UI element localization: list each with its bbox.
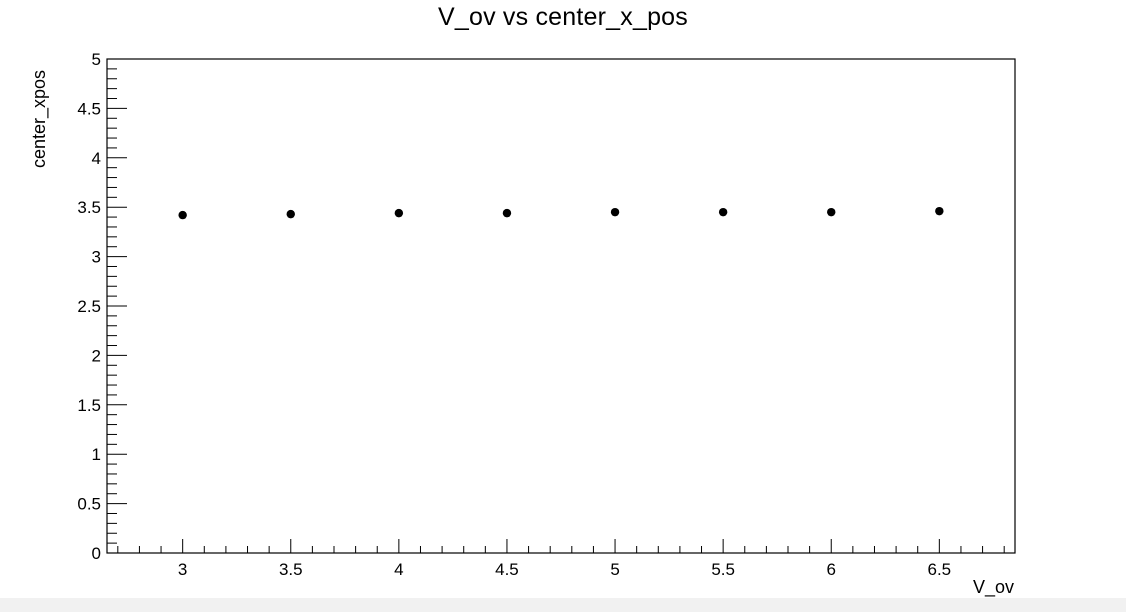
x-tick-label: 3 [178,560,187,579]
y-tick-label: 4 [92,149,101,168]
x-tick-label: 4 [394,560,403,579]
x-tick-label: 6.5 [928,560,952,579]
y-tick-label: 2 [92,346,101,365]
y-axis: 0 0.5 1 1.5 2 2.5 3 3.5 4 4.5 5 [77,50,127,563]
x-tick-label: 5.5 [711,560,735,579]
canvas-bottom-band [0,598,1126,612]
x-tick-label: 6 [827,560,836,579]
y-tick-label: 5 [92,50,101,69]
plot-frame [106,58,1016,554]
x-tick-label: 3.5 [279,560,303,579]
data-point: 3.5, 3.43 [286,209,295,219]
data-point: 6.5, 3.46 [935,206,944,216]
y-tick-label: 2.5 [77,297,101,316]
data-point: 4, 3.44 [394,208,404,218]
data-points: 3, 3.42 3.5, 3.43 4, 3.44 4.5, 3.44 5, 3.45 5… [178,206,944,220]
data-point: 3, 3.42 [178,210,187,220]
x-tick-label: 4.5 [495,560,519,579]
data-point: 4.5, 3.44 [502,208,512,218]
data-point: 5, 3.45 [610,207,620,217]
y-tick-label: 0 [92,544,101,563]
y-tick-label: 3 [92,248,101,267]
data-point: 6, 3.45 [827,207,836,217]
x-axis-title: V_ov [972,577,1014,597]
y-tick-label: 1.5 [77,396,101,415]
x-tick-label: 5 [610,560,619,579]
chart-title: V_ov vs center_x_pos [438,3,688,31]
x-axis: 3 3.5 4 4.5 5 5.5 6 6.5 [117,539,1005,579]
y-tick-label: 1 [92,445,101,464]
y-tick-label: 0.5 [77,495,101,514]
y-axis-title: center_xpos [29,69,49,168]
data-point: 5.5, 3.45 [718,207,728,217]
y-tick-label: 4.5 [77,99,101,118]
y-tick-label: 3.5 [77,198,101,217]
